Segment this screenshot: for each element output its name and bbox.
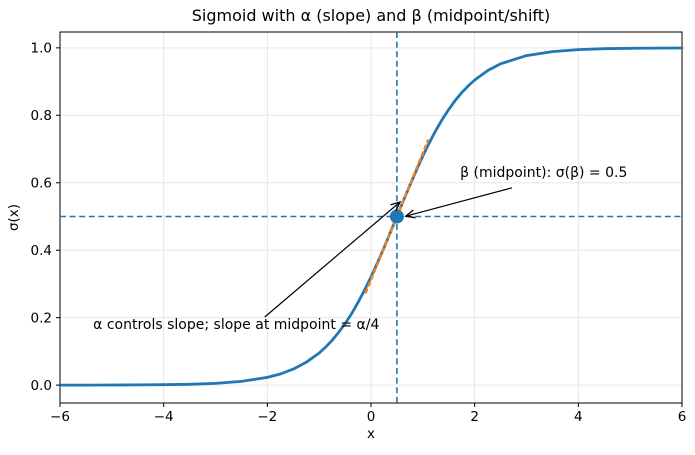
x-tick-label: 6 <box>678 409 687 425</box>
x-tick-label: −6 <box>50 409 70 425</box>
y-tick-label: 0.8 <box>31 108 52 124</box>
y-axis-label: σ(x) <box>6 204 22 231</box>
annotation-text-0: β (midpoint): σ(β) = 0.5 <box>460 165 627 181</box>
axis-ticks <box>56 47 683 407</box>
x-axis-label: x <box>367 426 375 442</box>
midpoint-marker <box>389 209 404 224</box>
x-tick-label: 4 <box>574 409 583 425</box>
annotation-arrows <box>264 187 513 318</box>
x-tick-label: −2 <box>257 409 277 425</box>
x-tick-label: −4 <box>154 409 174 425</box>
y-tick-label: 0.0 <box>31 378 52 394</box>
chart-title: Sigmoid with α (slope) and β (midpoint/s… <box>192 6 551 25</box>
y-tick-label: 0.2 <box>31 310 52 326</box>
grid-lines <box>59 32 683 403</box>
y-tick-label: 0.4 <box>31 243 52 259</box>
sigmoid-curve <box>58 46 684 387</box>
annotation-arrow-0 <box>404 187 513 219</box>
tick-labels: −6 −4 −2 0 2 4 6 0.0 0.2 0.4 0.6 0.8 1.0 <box>31 41 687 425</box>
y-tick-label: 0.6 <box>31 176 52 192</box>
y-tick-label: 1.0 <box>31 41 52 57</box>
annotation-text-1: α controls slope; slope at midpoint = α/… <box>93 317 379 333</box>
x-tick-label: 2 <box>470 409 479 425</box>
annotation-arrow-1 <box>264 200 402 318</box>
x-tick-label: 0 <box>367 409 376 425</box>
